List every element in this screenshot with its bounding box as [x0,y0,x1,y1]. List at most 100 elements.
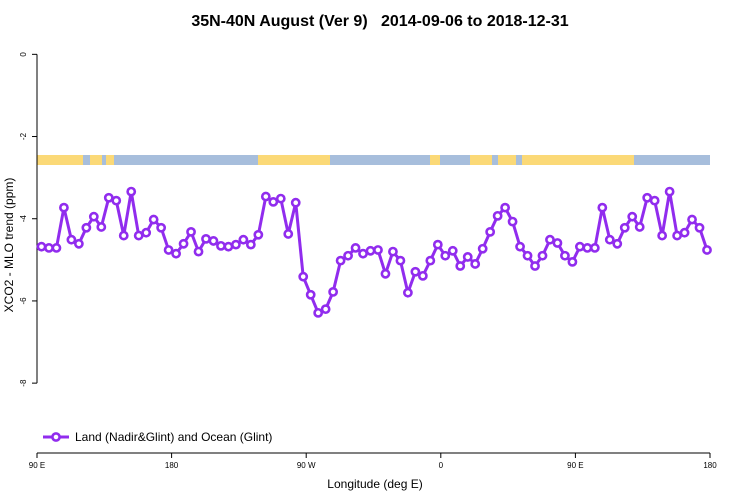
point [612,238,623,249]
point [290,197,301,208]
point [432,239,443,250]
point [604,234,615,245]
point [702,245,712,255]
point [118,230,129,241]
x-tick-label: 180 [165,461,179,470]
land [258,155,330,165]
point [679,227,690,238]
point [36,241,47,252]
point [470,259,481,269]
point [350,243,361,253]
y-tick-label: -4 [19,215,28,223]
point [545,234,555,245]
point [589,243,600,253]
point [163,245,174,255]
point [141,227,152,238]
x-tick-label: 90 W [297,461,316,470]
point [126,186,137,197]
point [694,222,705,233]
point [81,222,92,233]
point [507,216,518,227]
point [335,255,346,266]
point [358,248,368,259]
land [106,155,114,165]
point [687,214,697,225]
legend-label: Land (Nadir&Glint) and Ocean (Glint) [75,430,272,444]
point [245,239,256,250]
point [530,261,540,271]
point [455,261,466,271]
point [560,250,570,261]
point [388,246,398,257]
land [90,155,102,165]
point [313,307,324,318]
point [171,248,181,259]
point [567,256,578,267]
point [66,234,77,245]
point [477,243,488,254]
point [657,230,668,241]
point [156,222,167,233]
point [447,245,458,256]
point [44,243,54,253]
land [498,155,516,165]
point [88,211,99,222]
point [425,255,436,266]
point [51,243,62,253]
point [343,250,353,261]
point [223,241,234,252]
point [552,238,563,248]
point [395,255,406,266]
point [649,195,660,206]
point [133,230,144,241]
point [253,229,264,240]
point [492,210,503,221]
point [111,195,122,206]
point [619,222,630,233]
point [148,214,159,225]
point [410,266,421,277]
y-tick-label: 0 [19,52,28,57]
point [305,289,316,300]
land [430,155,440,165]
point [634,222,645,232]
point [193,246,204,257]
point [96,222,107,232]
point [664,186,675,197]
land [470,155,492,165]
x-axis-label: Longitude (deg E) [327,477,422,491]
legend-marker [51,432,61,442]
x-tick-label: 0 [439,461,444,470]
land-ocean-strip [37,155,710,165]
point [73,238,84,249]
point [373,245,383,255]
y-axis-label: XCO2 - MLO trend (ppm) [2,178,16,313]
point [485,226,496,237]
point [402,287,413,298]
point [582,243,593,253]
point [231,239,241,250]
y-tick-label: -6 [19,297,28,305]
point [268,196,279,207]
point [201,233,211,244]
point [462,252,473,262]
point [320,304,331,315]
point [283,229,294,239]
x-tick-label: 90 E [29,461,45,470]
point [238,234,249,245]
y-tick-label: -2 [19,132,28,140]
chart-title: 35N-40N August (Ver 9) 2014-09-06 to 201… [191,13,568,30]
point [216,240,226,251]
point [642,192,653,203]
point [365,245,376,256]
point [440,250,451,261]
point [672,230,682,241]
point [260,191,271,202]
point [275,193,286,204]
y-tick-label: -8 [19,379,28,387]
point [627,211,638,222]
point [597,202,608,213]
point [186,226,196,237]
point [103,192,114,203]
